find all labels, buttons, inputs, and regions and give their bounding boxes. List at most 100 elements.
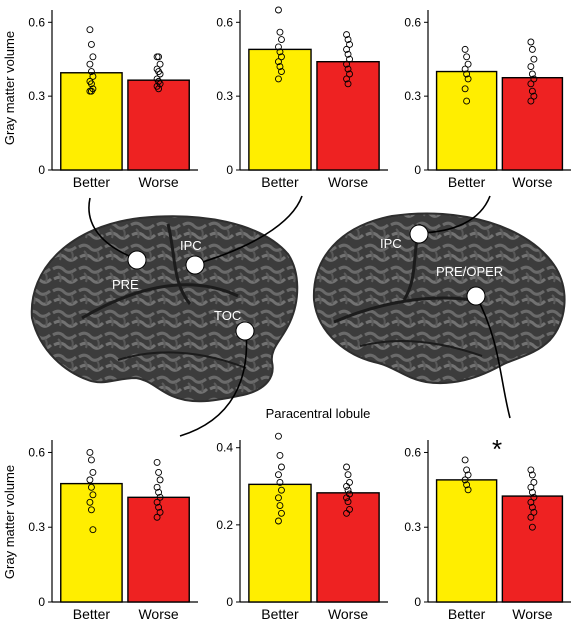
bottom-middle-point-better-7 <box>276 502 284 510</box>
bottom-left-point-worse-5 <box>156 493 164 501</box>
roi-label-pre-oper: PRE/OPER <box>436 264 503 279</box>
top-middle-point-worse-1 <box>344 36 352 43</box>
roi-marker-ipc-left <box>185 255 205 275</box>
bottom-middle-point-worse-4 <box>344 486 352 494</box>
bottom-middle-point-better-6 <box>275 494 282 502</box>
bottom-middle-ytick-label-0: 0 <box>226 595 233 609</box>
top-right-point-better-2 <box>464 60 472 68</box>
top-left-point-better-0 <box>86 26 94 34</box>
top-right-point-worse-3 <box>527 63 535 71</box>
top-right-point-worse-5 <box>530 75 538 83</box>
top-middle-point-better-5 <box>278 53 285 61</box>
top-right-point-better-3 <box>461 65 469 73</box>
bottom-middle-point-better-5 <box>278 486 285 494</box>
bottom-right-bar-better <box>435 479 498 603</box>
top-middle-point-worse-5 <box>346 55 353 63</box>
top-middle-point-worse-7 <box>344 65 352 73</box>
top-left-point-better-4 <box>87 68 95 75</box>
bottom-middle-ytick-label-2: 0.4 <box>216 441 233 455</box>
top-left-point-better-7 <box>87 80 95 88</box>
bottom-middle-point-worse-3 <box>343 482 350 490</box>
bottom-right-point-better-2 <box>464 471 472 479</box>
bottom-middle-point-worse-1 <box>344 471 352 479</box>
bottom-middle-point-worse-0 <box>343 463 350 471</box>
ylabel-top: Gray matter volume <box>2 31 17 145</box>
paracentral-lobule-label: Paracentral lobule <box>266 406 371 421</box>
bottom-left-point-better-4 <box>87 483 95 491</box>
connector-lines <box>88 195 511 437</box>
bottom-left-bar-worse <box>127 496 190 603</box>
top-middle-point-worse-3 <box>343 45 350 53</box>
bottom-left-point-better-3 <box>86 476 94 484</box>
bottom-middle-ytick-label-1: 0.2 <box>216 518 233 532</box>
bottom-left-ytick-label-0: 0 <box>38 595 45 609</box>
top-middle-bar-worse <box>316 60 380 171</box>
top-middle-point-better-4 <box>276 48 284 56</box>
bottom-left-point-better-5 <box>89 491 97 499</box>
top-left-point-better-2 <box>89 53 97 61</box>
bottom-left-point-better-6 <box>86 498 94 506</box>
top-right-point-worse-7 <box>528 87 536 95</box>
bottom-left-point-better-1 <box>87 456 95 464</box>
bottom-left-category-label-worse: Worse <box>138 606 178 622</box>
bottom-left-point-worse-8 <box>156 508 164 516</box>
left-hemisphere-cortex <box>30 215 299 403</box>
bottom-middle-bar-worse <box>316 492 380 603</box>
bottom-middle-point-better-1 <box>276 451 284 459</box>
top-right-bar-worse <box>501 76 564 171</box>
top-right-point-worse-0 <box>527 38 535 46</box>
bottom-left-point-worse-3 <box>153 483 161 491</box>
bottom-left-point-better-7 <box>87 506 95 514</box>
bottom-right-point-better-4 <box>463 481 471 489</box>
bottom-middle-point-worse-2 <box>346 478 353 486</box>
bottom-middle-point-worse-9 <box>343 509 350 517</box>
top-left-point-worse-1 <box>155 53 163 61</box>
top-left-point-worse-2 <box>156 60 164 68</box>
top-right-point-worse-4 <box>528 70 536 78</box>
bottom-right-point-worse-3 <box>527 483 535 491</box>
top-middle-ytick-label-1: 0.3 <box>216 89 233 103</box>
top-right-ytick-label-0: 0 <box>414 163 421 177</box>
bottom-right-point-better-0 <box>461 456 469 464</box>
ylabel-bottom: Gray matter volume <box>2 465 17 579</box>
top-left-category-label-worse: Worse <box>138 174 178 190</box>
bottom-left-point-worse-6 <box>153 498 161 506</box>
top-middle-point-worse-2 <box>346 41 353 48</box>
top-middle-point-better-6 <box>275 58 282 66</box>
connector-ipc-right <box>419 195 491 234</box>
panel-bottom-left: 0 0.3 0.6 Better Worse <box>28 440 198 622</box>
bottom-right-point-worse-7 <box>528 503 536 511</box>
top-right-point-better-1 <box>463 53 471 61</box>
top-left-ytick-label-2: 0.6 <box>28 15 45 29</box>
top-left-point-worse-10 <box>155 85 163 93</box>
bottom-middle-category-label-better: Better <box>261 606 299 622</box>
top-left-point-better-10 <box>87 87 95 95</box>
top-right-point-better-5 <box>464 75 472 83</box>
top-right-category-label-better: Better <box>448 174 486 190</box>
bottom-left-point-worse-4 <box>155 488 163 496</box>
top-right-point-worse-9 <box>527 97 535 105</box>
panel-top-middle: 0 0.3 0.6 Better Worse <box>216 6 388 190</box>
bottom-right-ytick-label-0: 0 <box>414 595 421 609</box>
top-middle-category-label-better: Better <box>261 174 299 190</box>
top-middle-category-label-worse: Worse <box>328 174 368 190</box>
bottom-middle-point-better-3 <box>275 471 282 479</box>
bottom-right-point-worse-4 <box>528 488 536 496</box>
bottom-left-point-worse-0 <box>153 458 161 466</box>
top-middle-point-worse-0 <box>343 31 350 39</box>
bottom-middle-point-worse-6 <box>343 494 350 502</box>
top-left-ytick-label-0: 0 <box>38 163 45 177</box>
bottom-right-point-worse-2 <box>530 478 538 486</box>
top-middle-point-better-2 <box>278 36 285 43</box>
top-left-point-better-3 <box>86 60 94 68</box>
connector-ipc-left <box>195 195 303 265</box>
top-left-point-worse-5 <box>156 70 164 78</box>
bottom-middle-bar-better <box>248 483 312 603</box>
bottom-right-point-better-3 <box>461 476 469 484</box>
top-middle-point-worse-10 <box>344 80 352 88</box>
top-left-ytick-label-1: 0.3 <box>28 89 45 103</box>
top-left-bar-worse <box>127 79 190 171</box>
top-right-category-label-worse: Worse <box>512 174 552 190</box>
top-right-point-worse-8 <box>530 92 538 100</box>
significance-marker: * <box>492 434 502 464</box>
